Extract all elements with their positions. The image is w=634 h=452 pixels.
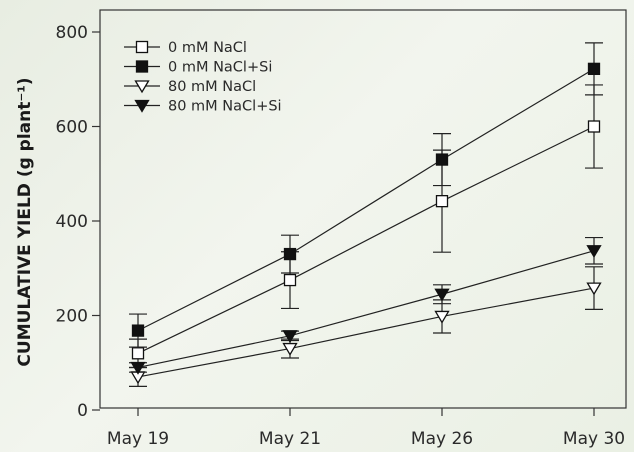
y-tick-label: 200 <box>56 307 88 327</box>
y-axis-label: CUMULATIVE YIELD (g plant⁻¹) <box>15 77 35 366</box>
x-tick-label: May 19 <box>107 429 169 449</box>
legend-entry: 80 mM NaCl+Si <box>124 99 282 115</box>
x-tick-label: May 30 <box>563 429 625 449</box>
data-point <box>130 361 146 375</box>
legend-entry: 0 mM NaCl <box>124 40 247 56</box>
data-point <box>435 153 449 166</box>
data-point <box>587 120 601 133</box>
x-tick-label: May 26 <box>411 429 473 449</box>
legend-label: 0 mM NaCl <box>168 40 247 56</box>
data-point <box>283 273 297 287</box>
data-point <box>282 330 298 344</box>
series-line <box>137 125 595 354</box>
legend-entry: 0 mM NaCl+Si <box>124 60 272 76</box>
data-point <box>131 347 145 360</box>
series-2 <box>129 42 603 348</box>
legend-marker <box>134 99 150 113</box>
legend-entry: 80 mM NaCl <box>124 79 256 95</box>
axes: 0 200 400 600 800 May 19 May 21 May 26 May 30 <box>56 9 627 449</box>
y-tick-label: 800 <box>56 23 88 43</box>
legend-label: 0 mM NaCl+Si <box>168 60 272 76</box>
y-tick-label: 600 <box>56 118 88 138</box>
data-point <box>434 288 450 302</box>
series-line <box>137 250 595 369</box>
data-point <box>434 310 450 324</box>
series-1 <box>129 84 603 369</box>
data-point <box>131 324 145 337</box>
data-point <box>586 282 602 296</box>
y-tick-label: 400 <box>56 212 88 232</box>
series-line <box>137 287 595 378</box>
legend-marker <box>135 40 149 54</box>
series-4 <box>129 236 603 375</box>
data-point <box>587 62 601 76</box>
data-point <box>283 247 297 261</box>
series-line <box>137 68 595 332</box>
legend: 0 mM NaCl 0 mM NaCl+Si 80 mM NaCl 80 mM NaC… <box>124 40 282 115</box>
legend-label: 80 mM NaCl+Si <box>168 99 282 115</box>
y-tick-label: 0 <box>77 401 88 421</box>
plot-frame <box>99 9 627 409</box>
x-tick-label: May 21 <box>259 429 321 449</box>
legend-label: 80 mM NaCl <box>168 79 256 95</box>
legend-marker <box>134 80 150 94</box>
series-layer <box>129 42 603 387</box>
series-3 <box>129 266 603 387</box>
data-point <box>282 342 298 356</box>
data-point <box>435 195 449 208</box>
legend-marker <box>135 60 149 73</box>
data-point <box>586 245 602 259</box>
